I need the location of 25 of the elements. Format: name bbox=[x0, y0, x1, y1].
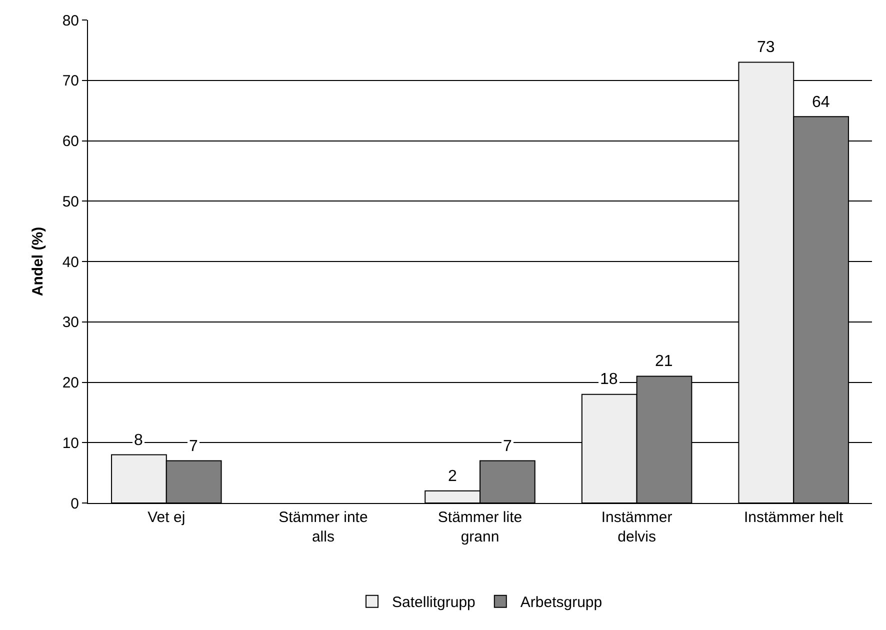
x-tick-label: Instämmer helt bbox=[744, 509, 844, 526]
y-tick-label: 40 bbox=[62, 254, 79, 271]
y-tick-label: 80 bbox=[62, 12, 79, 30]
y-axis-title: Andel (%) bbox=[30, 226, 47, 296]
y-tick-label: 70 bbox=[62, 72, 79, 90]
legend-label: Satellitgrupp bbox=[392, 594, 476, 612]
legend-label: Arbetsgrupp bbox=[520, 594, 602, 612]
data-label: 7 bbox=[503, 438, 512, 455]
x-tick-label: Stämmer inte alls bbox=[278, 509, 368, 546]
x-tick-label: Instämmer delvis bbox=[601, 509, 672, 546]
y-tick-label: 60 bbox=[62, 133, 79, 150]
data-label: 18 bbox=[600, 371, 618, 388]
y-tick-label: 0 bbox=[70, 495, 79, 512]
y-tick-label: 10 bbox=[62, 434, 79, 452]
data-label: 2 bbox=[448, 468, 457, 485]
data-label: 21 bbox=[655, 353, 673, 370]
y-tick-label: 30 bbox=[62, 314, 79, 332]
data-label: 64 bbox=[812, 94, 830, 111]
x-tick-label: Stämmer lite grann bbox=[438, 509, 522, 546]
data-label: 8 bbox=[134, 432, 143, 449]
x-tick-label: Vet ej bbox=[148, 509, 186, 526]
y-tick-label: 20 bbox=[62, 374, 79, 392]
data-label: 73 bbox=[757, 39, 775, 56]
y-tick-label: 50 bbox=[62, 193, 79, 210]
data-label: 7 bbox=[189, 438, 198, 455]
